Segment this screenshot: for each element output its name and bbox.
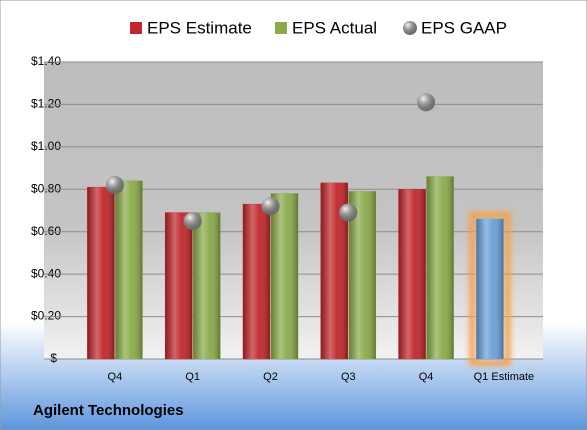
x-tick-label: Q3 bbox=[341, 371, 356, 383]
bar-shine bbox=[243, 204, 270, 359]
x-tick-label: Q4 bbox=[419, 371, 434, 383]
footnote: Agilent Technologies bbox=[33, 402, 184, 419]
gaap-shine bbox=[105, 176, 124, 195]
bar-shine bbox=[165, 212, 193, 359]
bar-shine bbox=[426, 176, 454, 359]
bar-shine bbox=[87, 187, 115, 359]
gaap-shine bbox=[261, 197, 280, 216]
y-tick-label: $1.20 bbox=[31, 97, 61, 111]
bar-glow bbox=[469, 211, 511, 366]
y-tick-label: $0.40 bbox=[31, 266, 61, 280]
x-tick-label: Q1 Estimate bbox=[474, 371, 535, 383]
bar-shine bbox=[271, 193, 298, 359]
y-tick-label: $0.60 bbox=[31, 224, 61, 238]
legend-marker bbox=[130, 22, 142, 34]
y-tick-label: $1.00 bbox=[31, 139, 61, 153]
gaap-shine bbox=[417, 93, 436, 112]
gaap-shine bbox=[339, 203, 358, 222]
x-tick-label: Q4 bbox=[108, 371, 123, 383]
y-tick-label: $0.20 bbox=[31, 309, 61, 323]
y-tick-label: $- bbox=[50, 351, 61, 365]
bar-shine bbox=[398, 189, 426, 359]
bar-shine bbox=[115, 180, 143, 359]
gaap-shine bbox=[183, 212, 202, 231]
bar-shine bbox=[193, 212, 221, 359]
x-tick-label: Q2 bbox=[263, 371, 278, 383]
legend-marker bbox=[275, 22, 287, 34]
x-tick-label: Q1 bbox=[185, 371, 200, 383]
legend-shine bbox=[403, 21, 417, 35]
y-tick-label: $1.40 bbox=[31, 54, 61, 68]
bar-shine bbox=[476, 218, 504, 359]
legend-label: EPS Actual bbox=[292, 18, 377, 37]
y-tick-label: $0.80 bbox=[31, 181, 61, 195]
legend-label: EPS GAAP bbox=[421, 18, 507, 37]
legend-label: EPS Estimate bbox=[147, 18, 252, 37]
